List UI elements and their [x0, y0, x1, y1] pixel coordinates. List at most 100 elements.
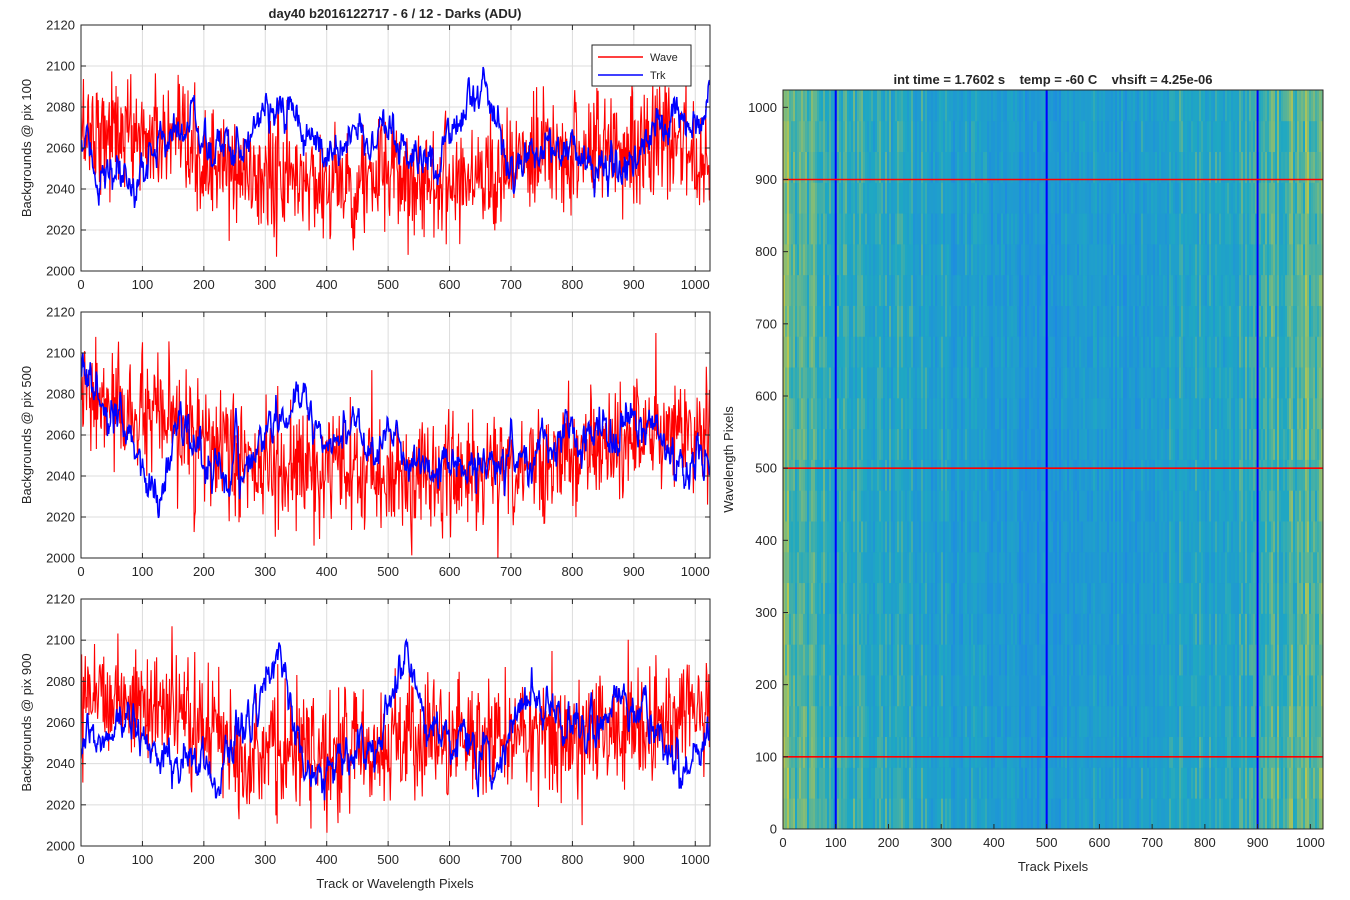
heatmap-cell	[993, 336, 996, 368]
heatmap-cell	[1149, 767, 1152, 799]
heatmap-cell	[1001, 243, 1004, 276]
heatmap-cell	[933, 367, 936, 399]
heatmap-cell	[797, 736, 800, 768]
heatmap-cell	[821, 428, 824, 460]
heatmap-cell	[1053, 274, 1056, 306]
heatmap-cell	[805, 120, 808, 152]
heatmap-cell	[817, 397, 820, 430]
heatmap-cell	[889, 213, 892, 245]
heatmap-cell	[1087, 551, 1090, 584]
heatmap-cell	[1093, 428, 1096, 460]
heatmap-cell	[1107, 397, 1110, 430]
heatmap-cell	[1017, 151, 1020, 183]
heatmap-cell	[1135, 521, 1138, 553]
heatmap-cell	[831, 336, 834, 368]
heatmap-cell	[1175, 490, 1178, 522]
heatmap-cell	[1059, 336, 1062, 368]
heatmap-cell	[837, 90, 840, 122]
x-tick-label: 1000	[681, 277, 710, 292]
heatmap-cell	[1167, 798, 1170, 830]
heatmap-cell	[819, 459, 822, 491]
heatmap-cell	[845, 213, 848, 245]
heatmap-cell	[1029, 213, 1032, 245]
heatmap-cell	[865, 798, 868, 830]
heatmap-cell	[973, 767, 976, 799]
heatmap-cell	[911, 551, 914, 584]
heatmap-cell	[1087, 90, 1090, 122]
heatmap-cell	[999, 705, 1002, 738]
heatmap-cell	[1009, 90, 1012, 122]
heatmap-cell	[819, 644, 822, 676]
heatmap-cell	[1039, 274, 1042, 306]
heatmap-cell	[791, 582, 794, 614]
heatmap-cell	[1051, 120, 1054, 152]
heatmap-cell	[1151, 397, 1154, 430]
heatmap-cell	[1087, 459, 1090, 491]
heatmap-cell	[1125, 182, 1128, 214]
heatmap-cell	[1009, 305, 1012, 337]
heatmap-cell	[1057, 336, 1060, 368]
heatmap-cell	[819, 90, 822, 122]
heatmap-cell	[893, 90, 896, 122]
heatmap-cell	[933, 798, 936, 830]
heatmap-cell	[875, 582, 878, 614]
heatmap-cell	[943, 120, 946, 152]
heatmap-cell	[1119, 675, 1122, 707]
heatmap-cell	[943, 521, 946, 553]
heatmap-cell	[891, 736, 894, 768]
heatmap-cell	[1011, 428, 1014, 460]
heatmap-cell	[997, 243, 1000, 276]
heatmap-cell	[1023, 767, 1026, 799]
heatmap-cell	[999, 767, 1002, 799]
heatmap-cell	[1109, 644, 1112, 676]
heatmap-cell	[1159, 367, 1162, 399]
heatmap-cell	[907, 798, 910, 830]
heatmap-cell	[1175, 336, 1178, 368]
heatmap-cell	[1097, 367, 1100, 399]
heatmap-cell	[987, 120, 990, 152]
heatmap-cell	[1107, 551, 1110, 584]
heatmap-cell	[861, 243, 864, 276]
heatmap-cell	[795, 582, 798, 614]
heatmap-cell	[1125, 459, 1128, 491]
heatmap-cell	[929, 367, 932, 399]
heatmap-cell	[957, 305, 960, 337]
heatmap-cell	[995, 490, 998, 522]
heatmap-cell	[1133, 705, 1136, 738]
heatmap-cell	[815, 213, 818, 245]
heatmap-cell	[891, 582, 894, 614]
heatmap-cell	[1141, 90, 1144, 122]
heatmap-cell	[1131, 582, 1134, 614]
heatmap-cell	[867, 120, 870, 152]
heatmap-cell	[1089, 90, 1092, 122]
heatmap-cell	[1083, 798, 1086, 830]
heatmap-cell	[983, 613, 986, 645]
heatmap-cell	[975, 798, 978, 830]
heatmap-cell	[1059, 705, 1062, 738]
heatmap-cell	[1055, 582, 1058, 614]
heatmap-cell	[855, 274, 858, 306]
heatmap-cell	[1031, 120, 1034, 152]
heatmap-cell	[951, 675, 954, 707]
x-tick-label: 100	[132, 564, 154, 579]
heatmap-cell	[877, 798, 880, 830]
heatmap-cell	[849, 336, 852, 368]
heatmap-cell	[795, 151, 798, 183]
heatmap-cell	[869, 90, 872, 122]
x-tick-label: 1000	[681, 564, 710, 579]
heatmap-cell	[813, 120, 816, 152]
heatmap-cell	[1133, 551, 1136, 584]
heatmap-cell	[821, 243, 824, 276]
heatmap-cell	[935, 90, 938, 122]
heatmap-cell	[943, 182, 946, 214]
heatmap-cell	[1167, 490, 1170, 522]
heatmap-cell	[933, 736, 936, 768]
heatmap-cell	[959, 490, 962, 522]
heatmap-cell	[1175, 459, 1178, 491]
heatmap-cell	[1057, 675, 1060, 707]
heatmap-cell	[1165, 182, 1168, 214]
heatmap-cell	[903, 705, 906, 738]
heatmap-cell	[1031, 613, 1034, 645]
heatmap-cell	[927, 798, 930, 830]
heatmap-cell	[1043, 151, 1046, 183]
